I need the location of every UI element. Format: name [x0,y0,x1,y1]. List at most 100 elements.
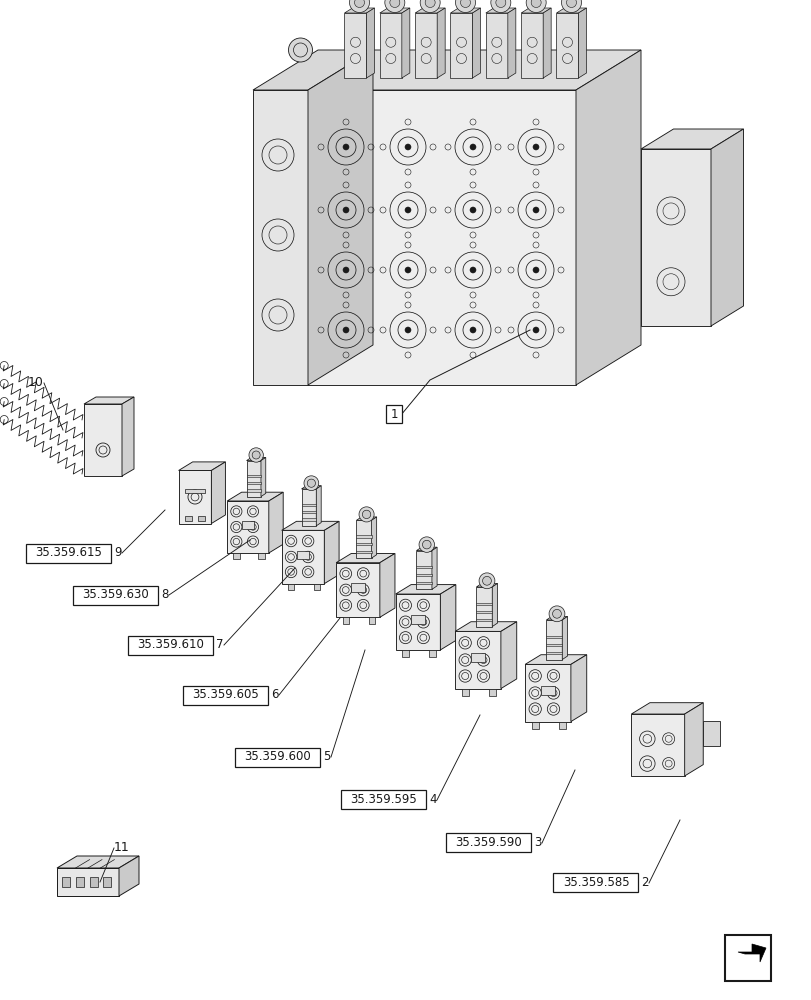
Polygon shape [521,13,543,78]
Polygon shape [556,13,577,78]
Bar [540,686,554,695]
Polygon shape [640,149,710,326]
Polygon shape [684,703,702,776]
Polygon shape [450,8,480,13]
Bar [247,475,260,477]
Polygon shape [247,461,260,497]
Bar [62,877,71,887]
Text: 35.359.595: 35.359.595 [350,793,417,806]
Bar [402,650,409,657]
Polygon shape [570,655,586,722]
Polygon shape [307,50,372,385]
Circle shape [478,573,494,589]
Circle shape [252,451,260,459]
Circle shape [303,476,319,491]
Polygon shape [431,547,436,589]
Text: 11: 11 [114,841,130,854]
Polygon shape [344,13,366,78]
Circle shape [349,0,369,13]
Bar [247,482,260,484]
Bar [356,551,371,553]
Bar [429,650,436,657]
Circle shape [405,327,410,333]
Polygon shape [395,594,440,650]
Polygon shape [507,8,515,78]
Circle shape [249,448,263,462]
Bar [724,935,770,981]
Bar [242,521,254,529]
Circle shape [552,609,560,618]
Polygon shape [260,457,265,497]
Circle shape [342,327,349,333]
Polygon shape [380,13,401,78]
Circle shape [288,38,312,62]
Circle shape [532,267,539,273]
Polygon shape [344,8,374,13]
Polygon shape [476,583,497,587]
Bar [559,722,565,729]
Bar [103,877,111,887]
Polygon shape [324,521,339,584]
Polygon shape [737,944,765,962]
Polygon shape [84,397,134,404]
Text: 35.359.605: 35.359.605 [192,688,259,702]
Text: 1: 1 [390,408,397,422]
Bar [461,689,468,696]
Polygon shape [416,551,431,589]
Bar [368,617,375,624]
Circle shape [526,0,546,13]
Text: 9: 9 [114,546,122,560]
Polygon shape [485,8,515,13]
Circle shape [532,207,539,213]
Polygon shape [640,129,743,149]
Bar [247,489,260,492]
Polygon shape [178,470,211,524]
Polygon shape [268,492,283,553]
Circle shape [530,0,540,8]
Text: 8: 8 [161,588,168,601]
Circle shape [482,576,491,585]
FancyBboxPatch shape [341,790,426,809]
Text: 35.359.610: 35.359.610 [137,639,204,652]
Text: 10: 10 [28,376,44,389]
Bar [546,636,561,638]
Polygon shape [371,517,376,558]
Polygon shape [316,486,321,526]
FancyBboxPatch shape [235,748,320,766]
Text: 5: 5 [323,750,330,764]
Circle shape [405,267,410,273]
FancyBboxPatch shape [183,686,268,704]
Polygon shape [253,90,307,385]
Polygon shape [485,13,507,78]
Polygon shape [454,622,516,631]
Bar [416,566,431,568]
Polygon shape [227,492,283,501]
Polygon shape [211,462,225,524]
Bar [356,535,371,538]
Polygon shape [500,622,516,689]
Circle shape [362,510,371,519]
Circle shape [470,144,475,150]
Circle shape [342,144,349,150]
Polygon shape [472,8,480,78]
Circle shape [342,207,349,213]
Circle shape [425,0,435,8]
Circle shape [405,144,410,150]
Circle shape [561,0,581,13]
Polygon shape [414,8,444,13]
Bar [313,584,320,590]
FancyBboxPatch shape [553,874,637,892]
Polygon shape [546,616,567,620]
Polygon shape [440,585,455,650]
Bar [296,551,309,559]
Bar [489,689,496,696]
Polygon shape [454,631,500,689]
Circle shape [419,0,440,13]
Polygon shape [178,462,225,470]
Bar [546,652,561,654]
Polygon shape [281,530,324,584]
Bar [411,615,424,624]
Bar [185,516,191,521]
Polygon shape [414,13,436,78]
Polygon shape [436,8,444,78]
